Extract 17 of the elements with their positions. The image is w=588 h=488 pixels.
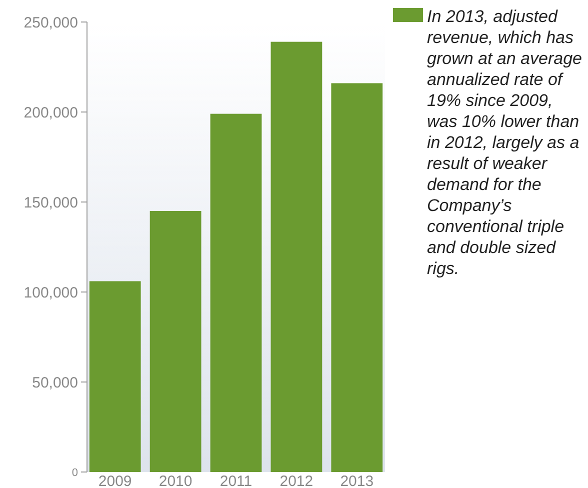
y-tick-label: 50,000 — [32, 374, 78, 392]
bar — [270, 42, 322, 472]
bar — [331, 83, 383, 472]
x-tick-label: 2009 — [98, 473, 132, 488]
x-tick-label: 2010 — [158, 473, 192, 488]
y-tick-label: 250,000 — [24, 14, 78, 32]
x-tick-label: 2011 — [220, 473, 252, 488]
text: In 2013, adjusted revenue, which has grown at an average annualized rate of 19% since 2009, was 10% lower than in 2012, largely as a result of weaker demand for the Company’s conventional triple and double sized rigs. — [427, 7, 582, 278]
y-tick-label: 150,000 — [24, 194, 78, 212]
y-tick-label: 200,000 — [24, 104, 78, 122]
bar — [150, 211, 202, 472]
bar — [210, 114, 262, 472]
x-tick-label: 2012 — [280, 473, 314, 488]
y-tick-label: 0 — [72, 466, 78, 479]
y-tick-label: 100,000 — [24, 284, 78, 302]
x-tick-label: 2013 — [340, 473, 374, 488]
bar — [89, 281, 141, 472]
